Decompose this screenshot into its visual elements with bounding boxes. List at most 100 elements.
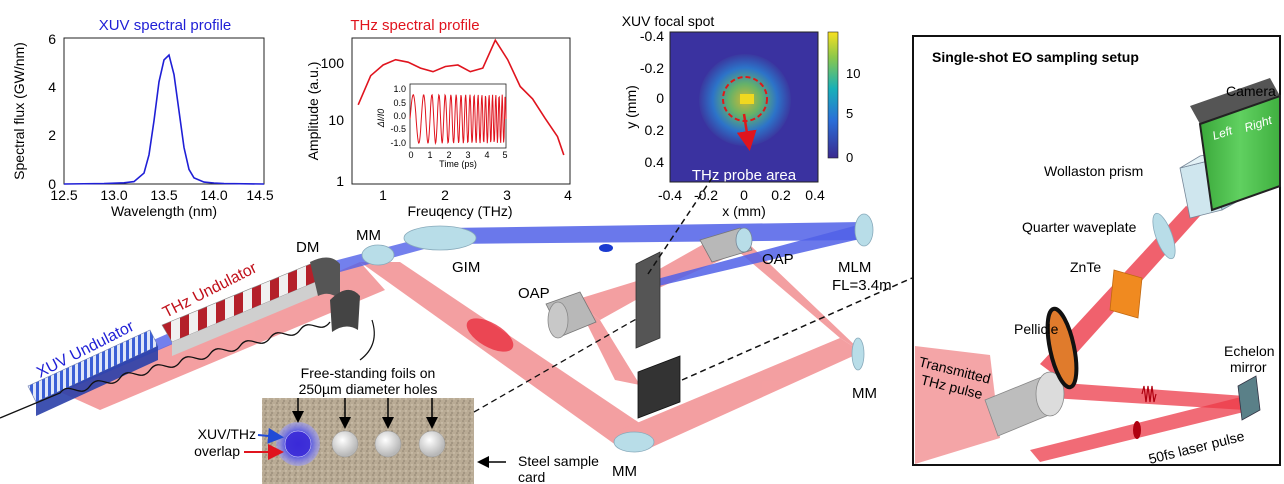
mm-top-mirror [361, 244, 395, 266]
xuv-spectrum-xlabel: Wavelength (nm) [111, 203, 217, 219]
focal-spot-frame [669, 31, 819, 183]
focal-spot-yticks: -0.4 -0.2 0 0.2 0.4 [640, 28, 664, 170]
znte-crystal [1109, 269, 1143, 319]
gim-label: GIM [452, 259, 480, 276]
thz-inset-line [409, 93, 507, 146]
thz-spectrum-yticks: 1 10 100 [321, 55, 345, 189]
xuv-spectrum-xticks: 12.5 13.0 13.5 14.0 14.5 [50, 187, 273, 203]
thz-xtick-2: 3 [503, 187, 511, 203]
inset-xtick-1: 1 [427, 150, 432, 160]
thz-probe-arrow [736, 113, 757, 151]
mlm-label: MLM [838, 259, 871, 276]
thz-beam-mm-to-bottom [360, 262, 650, 448]
thz-xtick-1: 2 [441, 187, 449, 203]
xuv-ytick-1: 2 [48, 127, 56, 143]
echelon-mirror-element [1237, 375, 1261, 421]
quarter-waveplate-label: Quarter waveplate [1022, 219, 1137, 235]
focal-spot-ylabel: y (mm) [623, 85, 639, 129]
thz-spectrum-title: THz spectral profile [350, 17, 479, 34]
thz-spectrum-plot: THz spectral profile 1 10 100 1 2 3 4 Fr… [305, 17, 572, 219]
thz-spectrum-xlabel: Freuqency (THz) [407, 203, 512, 219]
echelon-label-line2: mirror [1230, 359, 1267, 375]
xuv-ytick-2: 4 [48, 79, 56, 95]
foils-label-line2: 250µm diameter holes [299, 381, 438, 397]
mm-bottom-mirror [613, 431, 655, 453]
oap-left-face [547, 301, 569, 339]
inset-ylabel: ΔI/I0 [376, 109, 386, 129]
xuv-pulse-dot [599, 244, 613, 252]
spot-xtick-2: 0 [740, 187, 748, 203]
xuv-xtick-1: 13.0 [100, 187, 127, 203]
laser-beam-incoming [1030, 396, 1252, 462]
inset-xtick-4: 4 [484, 150, 489, 160]
camera-screen [1198, 94, 1281, 212]
xuv-spectrum-yticks: 0 2 4 6 [48, 31, 56, 192]
dm-label: DM [296, 239, 319, 256]
steel-sample-card: Free-standing foils on 250µm diameter ho… [194, 317, 639, 484]
laser-pulse-marker [1133, 421, 1141, 439]
inset-ytick-4: -1.0 [390, 138, 406, 148]
xuv-focal-spot-plot: XUV focal spot THz probe area -0.4 -0.2 … [622, 13, 861, 219]
thz-xtick-3: 4 [564, 187, 572, 203]
colorbar-tick-1: 5 [846, 106, 853, 121]
thz-pulse-blob [466, 318, 514, 352]
steel-label-line2: card [518, 469, 545, 484]
focal-spot-xlabel: x (mm) [722, 203, 766, 219]
thz-probe-label: THz probe area [692, 167, 797, 184]
oap-right-label: OAP [762, 251, 794, 268]
echelon-label-line1: Echelon [1224, 343, 1275, 359]
focal-spot-xticks: -0.4 -0.2 0 0.2 0.4 [658, 187, 825, 203]
pellicle-element [1045, 306, 1079, 390]
xuv-spectrum-line [63, 53, 265, 185]
spot-ytick-2: 0 [656, 90, 664, 106]
mm-top-label: MM [356, 227, 381, 244]
thz-spectrum-xticks: 1 2 3 4 [379, 187, 572, 203]
sample-hole-2 [331, 430, 359, 458]
foils-label-line1: Free-standing foils on [301, 365, 436, 381]
xuv-xtick-4: 14.5 [246, 187, 273, 203]
probe-beam-to-echelon [1050, 382, 1245, 410]
camera-label: Camera [1226, 83, 1276, 99]
dm-lower [330, 289, 360, 332]
inset-xlabel: Time (ps) [439, 159, 477, 169]
mlm-mirror [854, 213, 874, 247]
inset-xtick-2: 2 [446, 150, 451, 160]
overlap-label-line2: overlap [194, 443, 240, 459]
echelon-pulse-train [1141, 385, 1157, 403]
thz-undulator-side [172, 276, 330, 356]
colorbar-tick-2: 0 [846, 150, 853, 165]
overlap-label-line1: XUV/THz [198, 426, 256, 442]
camera: Left Right [1190, 78, 1281, 212]
mm-bottom-label: MM [612, 463, 637, 480]
thz-ytick-0: 1 [336, 173, 344, 189]
xuv-beam-to-sample [646, 225, 864, 288]
inset-xtick-3: 3 [465, 150, 470, 160]
pellicle-label: Pellicle [1014, 321, 1059, 337]
xuv-overlap-arrow [257, 427, 284, 444]
camera-top [1190, 78, 1280, 124]
inset-ytick-1: 0.5 [393, 98, 406, 108]
focal-spot-peak [740, 94, 754, 104]
xuv-spectrum-ylabel: Spectral flux (GW/nm) [11, 42, 27, 180]
xuv-ytick-3: 6 [48, 31, 56, 47]
dm-mirror: DM [296, 239, 375, 361]
xuv-xtick-2: 13.5 [150, 187, 177, 203]
xuv-beam-to-mlm [445, 222, 862, 244]
eo-sampling-inset: Single-shot EO sampling setup Pellicle Z… [912, 35, 1281, 467]
collection-lens-face [1035, 371, 1065, 417]
focal-spot-colorbar [827, 31, 839, 159]
dm-cable [359, 319, 375, 361]
mlm-focal-length: FL=3.4m [832, 277, 892, 294]
spot-ytick-1: -0.2 [640, 60, 664, 76]
transmitted-thz-beam [915, 346, 1000, 464]
spot-xtick-1: -0.2 [694, 187, 718, 203]
xuv-xtick-3: 14.0 [200, 187, 227, 203]
gim-mirror [403, 225, 477, 251]
detector-block [637, 355, 681, 419]
thz-inset: 1.0 0.5 0.0 -0.5 -1.0 0 1 2 3 4 5 Time (… [376, 83, 508, 169]
inset-xtick-0: 0 [408, 150, 413, 160]
xuv-spectrum-title: XUV spectral profile [99, 17, 232, 34]
inset-ytick-2: 0.0 [393, 111, 406, 121]
eo-dashed-link [681, 277, 913, 381]
